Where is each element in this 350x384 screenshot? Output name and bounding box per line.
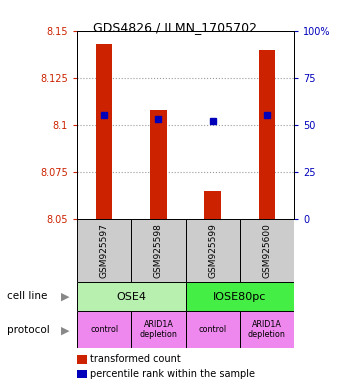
Bar [240,219,294,282]
Bar [131,311,186,348]
Bar [150,110,167,219]
Text: GSM925598: GSM925598 [154,223,163,278]
Text: IOSE80pc: IOSE80pc [213,291,266,302]
Text: ▶: ▶ [61,325,69,335]
Text: ARID1A
depletion: ARID1A depletion [139,319,177,339]
Bar [186,282,294,311]
Text: control: control [90,325,118,334]
Bar [131,219,186,282]
Text: GSM925597: GSM925597 [100,223,108,278]
Bar [204,191,221,219]
Bar [96,44,112,219]
Text: OSE4: OSE4 [116,291,146,302]
Text: cell line: cell line [7,291,47,301]
Bar [259,50,275,219]
Text: GSM925599: GSM925599 [208,223,217,278]
Text: GDS4826 / ILMN_1705702: GDS4826 / ILMN_1705702 [93,21,257,34]
Text: control: control [198,325,227,334]
Bar [77,311,131,348]
Bar [186,219,240,282]
Text: transformed count: transformed count [90,354,181,364]
Bar [77,282,186,311]
Text: GSM925600: GSM925600 [262,223,271,278]
Bar [77,219,131,282]
Text: ▶: ▶ [61,291,69,301]
Text: protocol: protocol [7,325,50,335]
Text: percentile rank within the sample: percentile rank within the sample [90,369,255,379]
Bar [240,311,294,348]
Bar [186,311,240,348]
Text: ARID1A
depletion: ARID1A depletion [248,319,286,339]
